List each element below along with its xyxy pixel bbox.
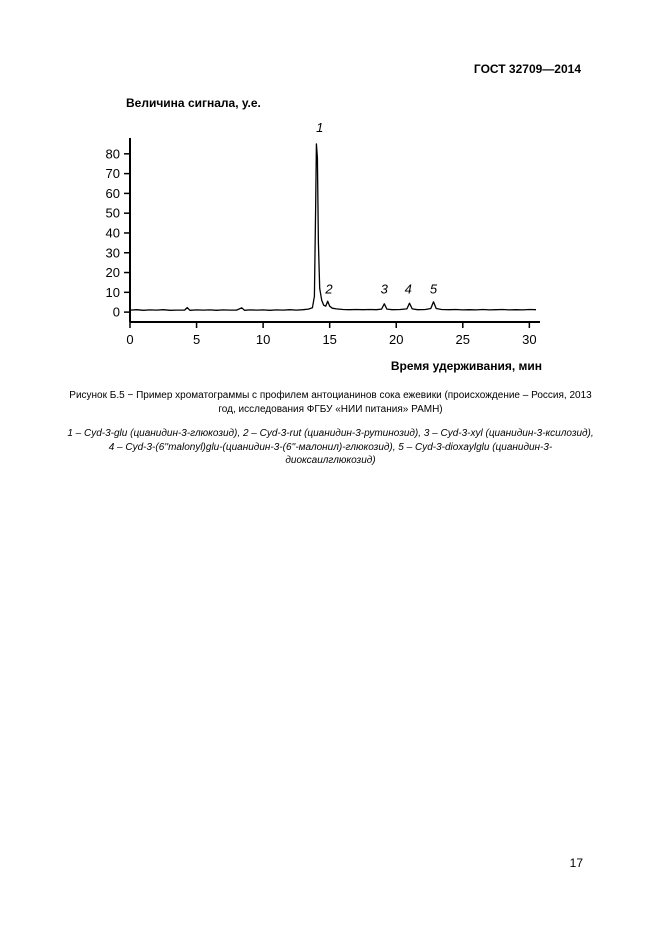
svg-text:10: 10 [256,332,270,347]
svg-text:15: 15 [322,332,336,347]
legend-line: 4 – Cyd-3-(6''malonyl)glu-(цианидин-3-(6… [108,441,553,453]
svg-text:2: 2 [324,281,333,296]
svg-text:50: 50 [106,206,120,221]
figure-legend: 1 – Cyd-3-glu (цианидин-3-глюкозид), 2 –… [30,427,631,468]
svg-text:25: 25 [456,332,470,347]
chromatogram-plot: 0 10 20 30 40 50 60 70 80 0 5 10 15 20 25 30 1 2 3 4 5 [106,120,540,347]
svg-text:5: 5 [430,281,438,296]
svg-text:30: 30 [106,245,120,260]
legend-line: диоксаилглюкозид) [285,455,376,466]
document-header: ГОСТ 32709—2014 [473,62,581,76]
svg-text:40: 40 [106,225,120,240]
svg-text:60: 60 [106,186,120,201]
svg-text:20: 20 [389,332,403,347]
svg-text:0: 0 [126,332,133,347]
x-axis-title: Время удерживания, мин [390,359,542,373]
svg-text:70: 70 [106,166,120,181]
legend-line: 1 – Cyd-3-glu (цианидин-3-глюкозид), 2 –… [67,428,594,439]
figure-b5: Величина сигнала, у.е. 0 10 20 30 40 50 60 70 80… [88,96,558,373]
svg-text:3: 3 [381,281,389,296]
page-number: 17 [569,856,583,870]
svg-text:30: 30 [522,332,536,347]
svg-text:10: 10 [106,285,120,300]
caption-line: Рисунок Б.5 − Пример хроматограммы с про… [69,390,592,401]
svg-text:5: 5 [193,332,200,347]
svg-text:1: 1 [316,120,323,135]
caption-line: год, исследования ФГБУ «НИИ питания» РАМ… [218,403,443,415]
figure-caption: Рисунок Б.5 − Пример хроматограммы с про… [30,389,631,416]
svg-text:20: 20 [106,265,120,280]
svg-text:80: 80 [106,146,120,161]
svg-text:4: 4 [405,281,412,296]
svg-text:0: 0 [113,305,120,320]
y-axis-title: Величина сигнала, у.е. [126,96,261,110]
